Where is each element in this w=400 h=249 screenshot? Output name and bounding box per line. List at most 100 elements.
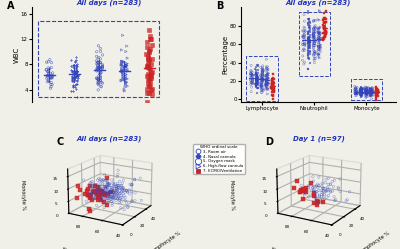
Point <box>302 26 308 30</box>
Point <box>260 71 266 75</box>
Point <box>253 77 259 81</box>
Point <box>96 55 102 59</box>
Point <box>124 77 130 81</box>
Point <box>144 64 150 68</box>
Point <box>311 43 317 47</box>
Point <box>316 18 322 22</box>
Point <box>311 34 317 38</box>
Point <box>247 77 253 81</box>
Point <box>322 28 328 32</box>
Point <box>311 57 317 61</box>
Point <box>260 76 266 80</box>
Point <box>364 92 370 96</box>
Point <box>364 89 370 93</box>
Point <box>264 78 270 82</box>
Point <box>370 89 376 93</box>
Point <box>72 69 78 73</box>
Point <box>352 92 359 96</box>
Point <box>259 77 266 81</box>
Point <box>368 94 374 98</box>
Y-axis label: Percentage: Percentage <box>222 35 228 74</box>
Point <box>260 88 266 92</box>
Point <box>73 64 79 68</box>
Point <box>252 78 259 82</box>
Point <box>364 90 371 94</box>
Point <box>249 78 256 82</box>
Point <box>250 78 256 82</box>
Point <box>258 86 264 90</box>
Point <box>271 90 277 94</box>
Point <box>265 76 271 80</box>
Point <box>316 35 322 39</box>
Point <box>94 66 100 70</box>
Point <box>146 83 152 87</box>
Point <box>374 90 381 94</box>
Point <box>253 78 259 82</box>
Point <box>305 35 312 39</box>
Point <box>364 92 370 96</box>
Point <box>253 85 260 89</box>
Point <box>322 31 328 35</box>
Point <box>374 88 381 92</box>
Point <box>146 67 153 71</box>
Point <box>48 76 55 80</box>
Point <box>353 86 359 90</box>
Point <box>72 71 78 75</box>
Point <box>311 50 317 54</box>
Point <box>357 90 364 94</box>
Point <box>263 83 269 87</box>
Point <box>359 87 366 91</box>
Point <box>322 26 328 30</box>
Point <box>358 90 364 94</box>
Point <box>322 9 329 13</box>
Point <box>363 92 370 96</box>
Point <box>263 79 270 83</box>
Point <box>304 37 311 41</box>
Point <box>96 74 102 78</box>
Point <box>270 80 276 84</box>
Point <box>46 67 53 71</box>
Point <box>299 43 306 47</box>
Point <box>358 89 364 93</box>
Point <box>123 63 129 67</box>
Legend: 3- Room air, 4- Nasal cannula, 5- Oxygen mask, 6- High-flow cannula, 7- ECMO/Ven: 3- Room air, 4- Nasal cannula, 5- Oxygen… <box>194 144 245 174</box>
Point <box>370 91 376 95</box>
Point <box>301 49 308 53</box>
Point <box>264 77 270 81</box>
Point <box>306 38 312 42</box>
Point <box>248 80 254 84</box>
Point <box>311 34 318 38</box>
Point <box>247 72 254 76</box>
Point <box>269 81 275 85</box>
Point <box>359 89 365 93</box>
Point <box>264 81 271 85</box>
Point <box>373 85 380 89</box>
Point <box>69 77 76 81</box>
Point <box>307 26 313 30</box>
Point <box>254 76 260 80</box>
Point <box>373 98 379 102</box>
Point <box>254 78 261 82</box>
Point <box>305 19 312 23</box>
Point <box>357 91 363 95</box>
Point <box>306 46 312 50</box>
Point <box>145 63 151 67</box>
Point <box>270 83 276 87</box>
Point <box>122 65 128 69</box>
Point <box>264 86 270 90</box>
Point <box>353 90 359 94</box>
Point <box>72 59 78 63</box>
Point <box>264 72 271 76</box>
Point <box>143 100 150 104</box>
Point <box>68 79 75 83</box>
Point <box>258 81 265 85</box>
Point <box>307 39 313 43</box>
Point <box>311 44 317 48</box>
Point <box>353 91 360 95</box>
Point <box>73 67 80 71</box>
Point <box>97 57 104 61</box>
Point <box>368 91 374 95</box>
Title: Day 1 (n=97): Day 1 (n=97) <box>293 135 344 142</box>
Point <box>305 11 311 15</box>
Point <box>268 79 275 83</box>
